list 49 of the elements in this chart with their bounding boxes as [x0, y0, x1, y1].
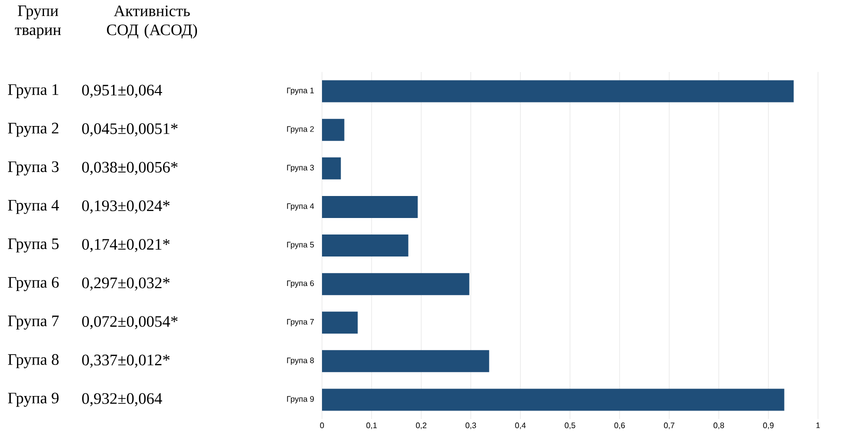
bar — [322, 273, 470, 296]
text: 0,174±0,021* — [82, 238, 170, 252]
bar — [322, 388, 784, 411]
text: 0,038±0,0056* — [82, 162, 178, 175]
text: 0,337±0,012* — [82, 354, 170, 368]
text: 0,951±0,064 — [82, 84, 162, 98]
text: 0,297±0,032* — [82, 278, 170, 291]
bar — [322, 350, 490, 372]
y-tick-label: Група 7 — [287, 319, 314, 326]
x-tick-label: 0,8 — [714, 422, 724, 430]
text: 0,193±0,024* — [82, 200, 170, 214]
x-tick-label: 0,5 — [564, 422, 576, 430]
category-label: Група 4 — [8, 200, 59, 214]
text: 0,072±0,0054* — [82, 316, 178, 330]
bar — [322, 80, 794, 102]
text: 0,045±0,0051* — [82, 123, 178, 136]
category-label: Група 9 — [8, 392, 59, 407]
x-tick-label: 0 — [320, 422, 324, 428]
y-tick-label: Група 1 — [287, 88, 314, 95]
text: Групи тварин — [14, 6, 61, 38]
x-tick-label: 0,9 — [763, 422, 774, 430]
y-tick-label: Група 9 — [287, 396, 314, 404]
y-tick-label: Група 3 — [287, 164, 314, 172]
x-tick-label: 0,7 — [664, 422, 674, 430]
y-tick-label: Група 2 — [287, 126, 314, 134]
category-label: Група 8 — [8, 354, 59, 368]
x-tick-label: 0,2 — [416, 422, 426, 430]
category-label: Група 3 — [8, 161, 59, 176]
y-tick-label: Група 6 — [287, 280, 314, 288]
x-tick-label: 0,1 — [366, 422, 377, 430]
category-label: Група 2 — [8, 122, 58, 137]
bar — [322, 157, 341, 180]
category-label: Група 5 — [8, 238, 59, 252]
category-label: Група 7 — [8, 316, 59, 330]
text: Активність СОД (АСОД) — [106, 6, 198, 39]
x-tick-label: 0,4 — [515, 422, 526, 430]
x-tick-label: 0,6 — [614, 422, 625, 430]
x-tick-label: 1 — [816, 422, 820, 428]
y-tick-label: Група 8 — [287, 358, 314, 365]
text: 0,932±0,064 — [82, 393, 162, 406]
y-tick-label: Група 5 — [287, 242, 314, 250]
y-tick-label: Група 4 — [287, 203, 314, 211]
bar — [322, 196, 418, 218]
bar — [322, 118, 344, 141]
bar — [322, 312, 358, 334]
category-label: Група 6 — [8, 277, 59, 292]
x-tick-label: 0,3 — [466, 422, 476, 430]
bar — [322, 234, 408, 257]
category-label: Група 1 — [8, 84, 58, 98]
